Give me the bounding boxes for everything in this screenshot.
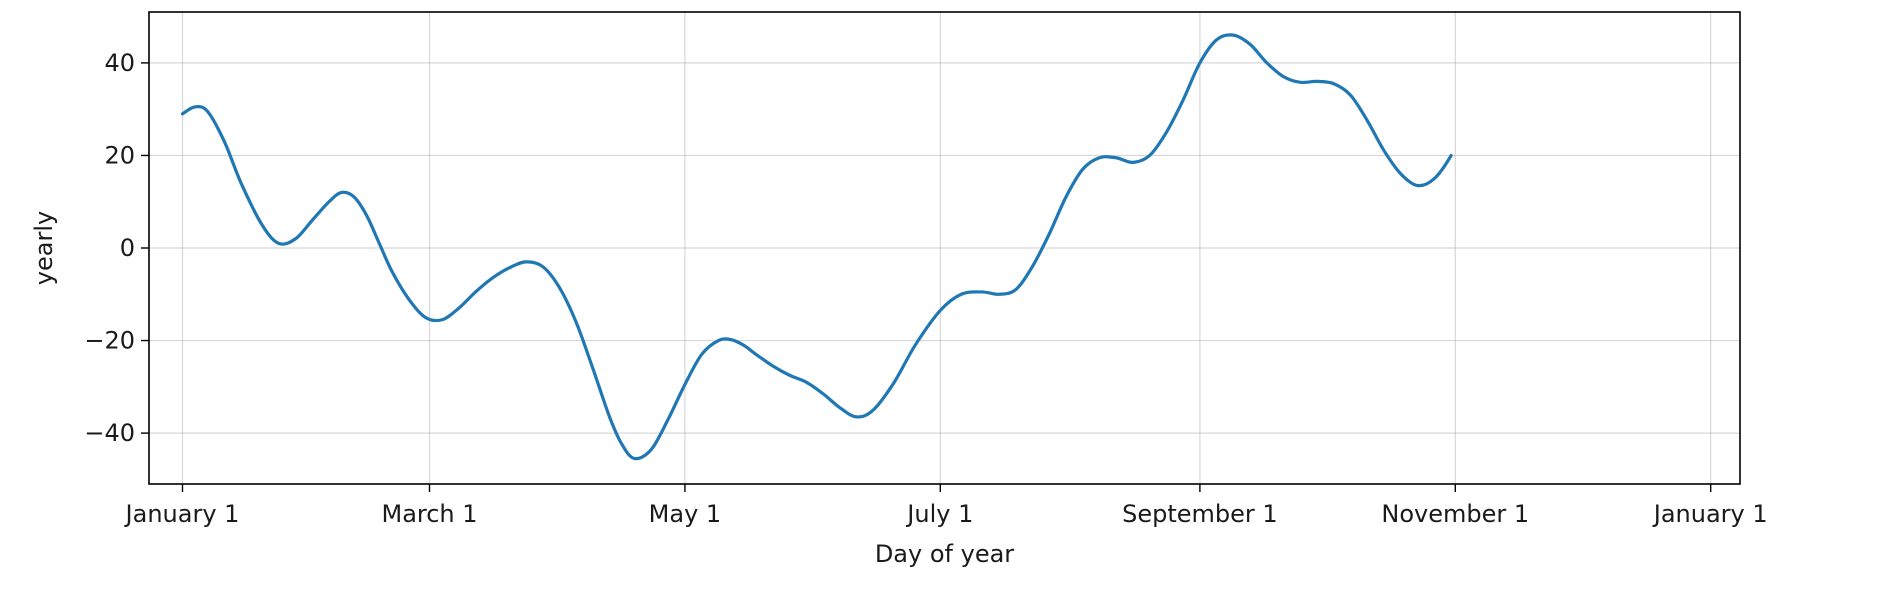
x-tick-label-5: November 1 [1381,500,1529,528]
tick-layer: January 1 March 1 May 1 July 1 September 1 No… [84,49,1767,528]
x-tick-label-6: January 1 [1652,500,1768,528]
x-tick-label-1: March 1 [381,500,477,528]
y-tick-label-2: 0 [120,234,135,262]
x-tick-label-3: July 1 [905,500,973,528]
y-tick-label-1: 20 [104,141,135,169]
x-tick-label-4: September 1 [1122,500,1278,528]
x-axis-label: Day of year [875,540,1014,568]
series-layer [180,33,1453,461]
series-line-yearly [180,33,1453,461]
x-tick-label-0: January 1 [124,500,240,528]
y-axis-label: yearly [30,211,58,285]
x-tick-label-2: May 1 [649,500,722,528]
y-tick-label-3: −20 [84,327,135,355]
grid-layer [149,12,1740,484]
y-tick-label-0: 40 [104,49,135,77]
y-tick-label-4: −40 [84,419,135,447]
